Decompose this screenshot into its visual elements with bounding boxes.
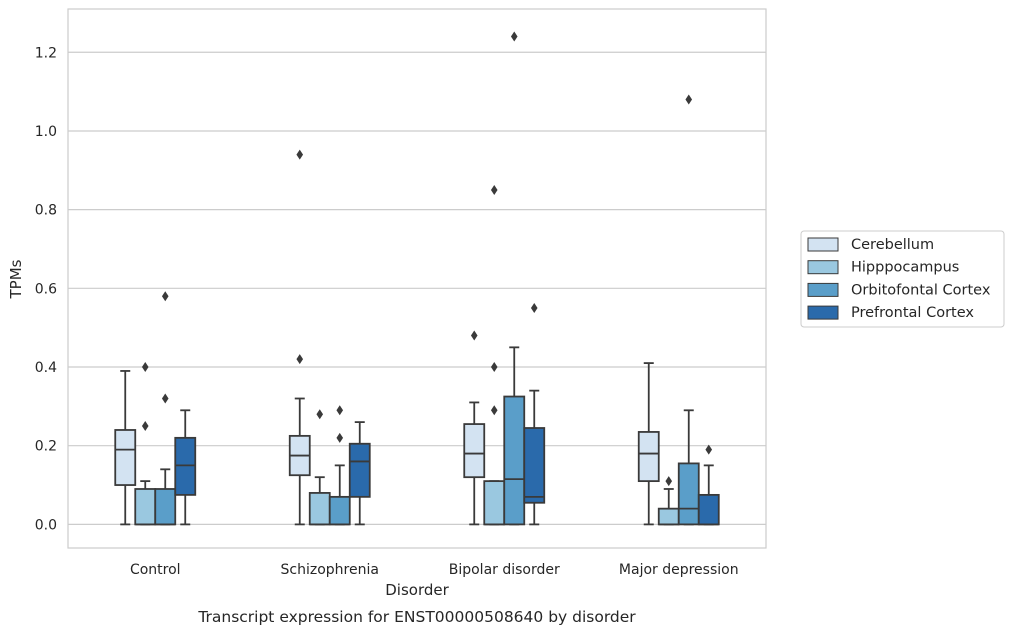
outlier-point: [705, 444, 713, 455]
y-tick-label: 1.2: [35, 45, 57, 61]
outlier-point: [490, 184, 498, 195]
outlier-point: [316, 409, 324, 420]
legend: Cerebellum Hipppocampus Orbitofontal Corte…: [800, 230, 1005, 328]
y-tick-label: 0.0: [35, 517, 57, 533]
box-orbitofontal-cortex: [677, 94, 700, 526]
outlier-point: [490, 362, 498, 373]
box-iqr: [697, 493, 720, 526]
outlier-point: [141, 421, 149, 432]
y-axis-title: TPMs: [7, 259, 25, 299]
plot-frame: [67, 8, 767, 549]
x-axis-ticks: Control Schizophrenia Bipolar disorder Majo…: [130, 562, 739, 578]
legend-swatch: [807, 305, 839, 320]
plot-background: [68, 9, 766, 548]
box-cerebellum: [114, 370, 137, 526]
x-axis-title: Disorder: [385, 581, 449, 599]
outlier-point: [685, 94, 693, 105]
box-iqr: [114, 429, 137, 486]
legend-swatch: [807, 237, 839, 252]
box-cerebellum: [463, 330, 486, 526]
outlier-point: [336, 432, 344, 443]
outlier-point: [665, 476, 673, 487]
legend-swatch: [807, 282, 839, 297]
x-tick-label: Schizophrenia: [281, 562, 379, 578]
box-iqr: [348, 442, 371, 498]
box-iqr: [503, 395, 526, 526]
box-series: [114, 31, 720, 526]
box-iqr: [483, 480, 506, 526]
box-iqr: [463, 423, 486, 479]
box-iqr: [174, 436, 197, 496]
legend-swatch: [807, 260, 839, 275]
outlier-point: [336, 405, 344, 416]
outlier-point: [161, 291, 169, 302]
box-prefrontal-cortex: [174, 409, 197, 526]
y-tick-label: 0.6: [35, 281, 57, 297]
y-tick-label: 0.4: [35, 360, 57, 376]
box-orbitofontal-cortex: [154, 291, 177, 526]
y-tick-label: 0.8: [35, 203, 57, 219]
legend-label: Orbitofontal Cortex: [851, 282, 991, 298]
x-tick-label: Bipolar disorder: [449, 562, 560, 578]
x-tick-label: Control: [130, 562, 181, 578]
box-iqr: [154, 488, 177, 526]
box-iqr: [677, 462, 700, 526]
legend-label: Hipppocampus: [851, 260, 959, 276]
outlier-point: [490, 405, 498, 416]
box-cerebellum: [637, 362, 660, 526]
box-prefrontal-cortex: [523, 303, 546, 526]
box-cerebellum: [288, 149, 311, 526]
box-iqr: [308, 492, 331, 526]
outlier-point: [161, 393, 169, 404]
box-iqr: [657, 507, 680, 526]
outlier-point: [530, 303, 538, 314]
box-hipppocampus: [134, 362, 157, 526]
outlier-point: [470, 330, 478, 341]
box-iqr: [134, 488, 157, 526]
box-iqr: [328, 495, 351, 526]
legend-label: Cerebellum: [851, 237, 934, 253]
y-tick-label: 1.0: [35, 124, 57, 140]
outlier-point: [141, 362, 149, 373]
legend-frame: [800, 230, 1005, 328]
y-axis-ticks: 0.0 0.2 0.4 0.6 0.8 1.0 1.2: [35, 45, 57, 533]
box-iqr: [637, 431, 660, 483]
box-prefrontal-cortex: [348, 421, 371, 526]
box-hipppocampus: [483, 184, 506, 526]
box-prefrontal-cortex: [697, 444, 720, 526]
outlier-point: [510, 31, 518, 42]
y-tick-label: 0.2: [35, 439, 57, 455]
outlier-point: [296, 354, 304, 365]
legend-label: Prefrontal Cortex: [851, 305, 974, 321]
outlier-point: [296, 149, 304, 160]
box-iqr: [523, 427, 546, 504]
chart-title: Transcript expression for ENST0000050864…: [197, 608, 636, 626]
x-tick-label: Major depression: [619, 562, 739, 578]
box-orbitofontal-cortex: [328, 405, 351, 526]
